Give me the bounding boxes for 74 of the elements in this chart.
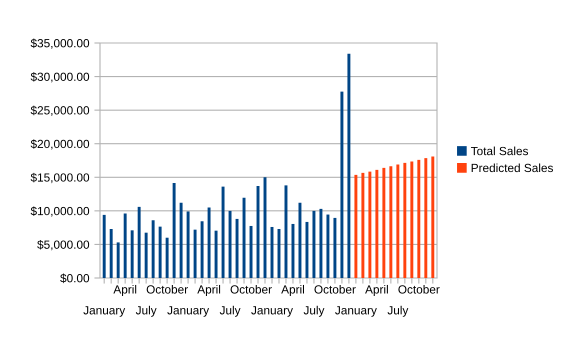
bar xyxy=(250,226,252,278)
bar xyxy=(208,208,211,278)
bar xyxy=(278,228,280,278)
bar xyxy=(382,168,386,278)
bar xyxy=(130,230,134,278)
legend-label: Total Sales xyxy=(470,146,528,156)
bar xyxy=(340,92,344,278)
x-tick-label: January xyxy=(167,306,210,317)
bar xyxy=(354,174,358,278)
x-tick-label: October xyxy=(398,284,440,294)
bar xyxy=(270,226,274,278)
bar xyxy=(110,228,113,278)
y-tick-label: $25,000.00 xyxy=(30,106,90,116)
bar xyxy=(264,177,266,278)
x-tick-label: July xyxy=(220,306,241,317)
bar xyxy=(152,220,155,278)
x-tick-label: July xyxy=(388,306,408,317)
bar xyxy=(403,162,406,278)
y-tick-label: $30,000.00 xyxy=(30,72,90,82)
x-tick-label: January xyxy=(83,306,126,317)
y-tick-label: $0.00 xyxy=(60,274,90,284)
bar xyxy=(200,221,204,278)
x-tick-label: April xyxy=(281,284,304,296)
y-tick-label: $10,000.00 xyxy=(30,206,90,217)
bar xyxy=(319,208,322,278)
bar xyxy=(410,162,414,278)
y-tick-label: $15,000.00 xyxy=(30,172,90,184)
bar xyxy=(361,172,364,278)
bar xyxy=(180,202,183,278)
bar xyxy=(124,214,127,278)
bar xyxy=(292,224,294,278)
y-tick-label: $35,000.00 xyxy=(30,38,90,49)
bar xyxy=(158,226,162,278)
bar xyxy=(333,218,336,278)
bar xyxy=(116,242,120,278)
bar xyxy=(102,214,106,278)
x-tick-label: July xyxy=(136,306,157,317)
bar xyxy=(298,202,302,278)
bar xyxy=(172,182,176,278)
bar xyxy=(144,232,148,278)
legend-label: Predicted Sales xyxy=(472,163,553,172)
bar xyxy=(312,210,316,278)
x-tick-label: October xyxy=(230,284,272,294)
bar xyxy=(222,186,225,278)
x-tick-label: April xyxy=(365,284,388,296)
bar xyxy=(194,230,197,278)
bar xyxy=(431,156,434,278)
y-tick-label: $20,000.00 xyxy=(30,139,90,150)
bar xyxy=(214,230,218,278)
bar xyxy=(389,166,392,278)
x-tick-label: April xyxy=(197,284,220,296)
bar xyxy=(417,160,420,278)
bar xyxy=(256,186,260,278)
x-tick-label: January xyxy=(251,306,293,317)
bar xyxy=(347,54,350,278)
bar xyxy=(138,206,141,278)
y-tick-label: $5,000.00 xyxy=(37,240,90,250)
bar xyxy=(424,158,428,278)
x-tick-label: October xyxy=(314,284,356,294)
bar xyxy=(284,185,288,278)
bar xyxy=(242,198,246,278)
bar xyxy=(326,214,330,278)
bar xyxy=(228,210,232,278)
x-tick-label: April xyxy=(113,284,136,296)
bar xyxy=(166,238,169,278)
bar xyxy=(368,172,372,278)
x-tick-label: October xyxy=(146,284,188,294)
bar xyxy=(305,222,308,278)
bar xyxy=(236,218,239,278)
bar xyxy=(186,212,190,278)
x-tick-label: January xyxy=(335,306,377,317)
bar xyxy=(375,170,378,278)
x-tick-label: July xyxy=(304,306,324,317)
bar xyxy=(396,164,400,278)
